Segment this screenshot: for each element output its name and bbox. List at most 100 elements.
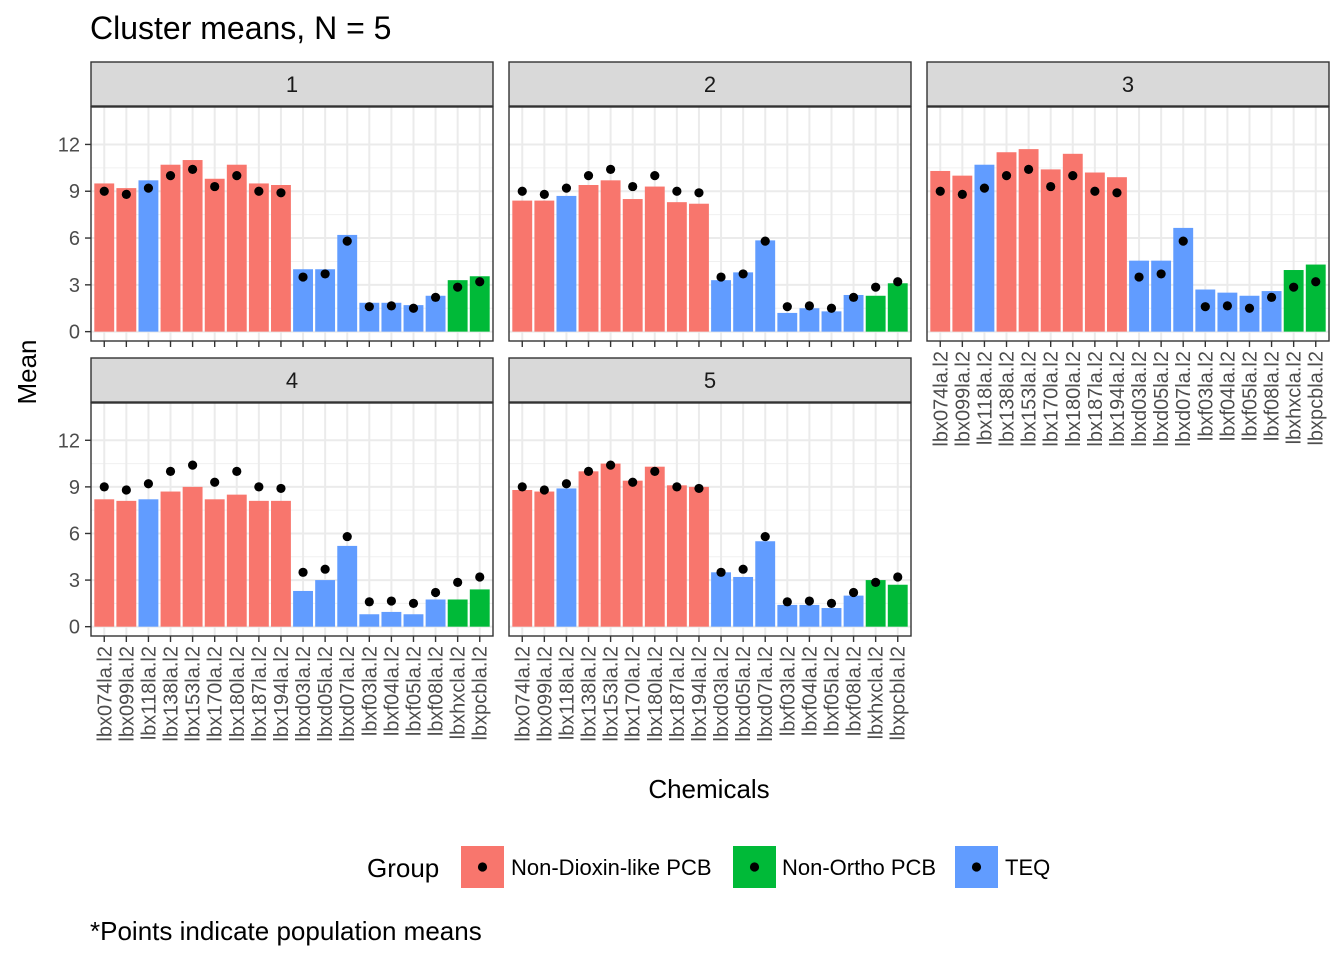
mean-point-lbxf04la.l2 xyxy=(386,301,396,311)
bar-lbx194la.l2 xyxy=(271,185,291,332)
facet-panel-5: 5 lbx074la.l2 lbx099la.l2 lbx118la.l2 lbx138… xyxy=(508,357,912,742)
x-tick-label: lbxhxcla.l2 xyxy=(448,646,470,739)
x-tick-label: lbxd05la.l2 xyxy=(315,646,337,742)
mean-point-lbx180la.l2 xyxy=(1068,171,1078,181)
mean-point-lbxf05la.l2 xyxy=(826,303,837,313)
x-tick-label: lbxpcbla.l2 xyxy=(888,646,910,741)
x-tick-label: lbxhxcla.l2 xyxy=(1284,351,1306,444)
x-tick-label: lbxd07la.l2 xyxy=(755,646,777,742)
x-tick-label: lbxd03la.l2 xyxy=(711,646,733,742)
bar-lbxd07la.l2 xyxy=(337,545,358,627)
bar-lbx099la.l2 xyxy=(116,188,137,332)
mean-point-lbx138la.l2 xyxy=(165,466,176,476)
mean-point-lbxd07la.l2 xyxy=(342,531,352,542)
bar-lbxf05la.l2 xyxy=(403,614,424,627)
bar-lbx194la.l2 xyxy=(689,203,709,332)
mean-point-lbx170la.l2 xyxy=(628,181,638,192)
bar-lbxd05la.l2 xyxy=(315,269,336,332)
bar-lbx118la.l2 xyxy=(556,488,577,627)
x-tick-label: lbx170la.l2 xyxy=(623,646,645,742)
mean-point-lbx194la.l2 xyxy=(276,188,286,198)
bar-lbxf05la.l2 xyxy=(403,305,424,332)
x-tick-label: lbxf08la.l2 xyxy=(844,646,866,736)
x-tick-label: lbxf04la.l2 xyxy=(1217,351,1239,441)
mean-point-lbxf03la.l2 xyxy=(782,302,792,312)
bar-lbxd07la.l2 xyxy=(755,541,776,627)
bar-lbxf03la.l2 xyxy=(359,302,380,332)
mean-point-lbxd07la.l2 xyxy=(342,236,352,246)
mean-point-lbx170la.l2 xyxy=(1046,181,1056,192)
bar-lbx153la.l2 xyxy=(1018,149,1039,332)
bar-lbx138la.l2 xyxy=(996,152,1017,332)
bar-lbxhxcla.l2 xyxy=(865,580,886,627)
x-tick-label: lbxd05la.l2 xyxy=(1151,351,1173,447)
mean-point-lbx118la.l2 xyxy=(561,479,572,489)
facet-strip xyxy=(90,357,494,403)
mean-point-lbx118la.l2 xyxy=(979,183,990,193)
mean-point-lbxpcbla.l2 xyxy=(893,572,903,582)
mean-point-lbxd03la.l2 xyxy=(298,567,308,577)
bar-lbxf04la.l2 xyxy=(381,302,402,332)
bar-lbx074la.l2 xyxy=(512,200,533,332)
x-tick-label: lbx187la.l2 xyxy=(249,646,271,742)
bar-lbx074la.l2 xyxy=(94,499,115,627)
bar-lbx194la.l2 xyxy=(689,486,709,627)
bar-lbx194la.l2 xyxy=(1107,177,1127,332)
bar-lbxf05la.l2 xyxy=(1239,295,1260,332)
bar-lbxd07la.l2 xyxy=(1173,227,1194,332)
mean-point-lbxf08la.l2 xyxy=(430,587,441,598)
panel-border xyxy=(90,106,494,342)
x-axis-label: Chemicals xyxy=(648,774,769,804)
y-tick-label: 3 xyxy=(69,570,80,592)
bar-lbxpcbla.l2 xyxy=(469,589,490,627)
bar-lbxf04la.l2 xyxy=(381,611,402,627)
mean-point-lbxf04la.l2 xyxy=(386,596,396,606)
y-tick-label: 6 xyxy=(69,228,80,250)
x-tick-label: lbxd07la.l2 xyxy=(337,646,359,742)
mean-point-lbxf05la.l2 xyxy=(408,598,419,608)
x-tick-label: lbx153la.l2 xyxy=(601,646,623,742)
bar-lbxpcbla.l2 xyxy=(469,276,490,332)
bar-lbx194la.l2 xyxy=(271,500,291,627)
mean-point-lbxd05la.l2 xyxy=(320,269,330,279)
bar-lbxf08la.l2 xyxy=(425,295,446,332)
mean-point-lbxd03la.l2 xyxy=(716,272,726,282)
x-tick-label: lbx074la.l2 xyxy=(94,646,116,742)
mean-point-lbxd07la.l2 xyxy=(760,236,770,246)
bar-lbx074la.l2 xyxy=(512,489,533,627)
panel-border xyxy=(926,106,1330,342)
mean-point-lbx138la.l2 xyxy=(165,171,176,181)
mean-point-lbx194la.l2 xyxy=(276,483,286,494)
bar-lbx153la.l2 xyxy=(600,463,621,627)
legend-key-point xyxy=(749,862,760,872)
facet-strip-label: 4 xyxy=(286,368,298,393)
bar-lbxf08la.l2 xyxy=(843,595,864,627)
mean-point-lbx153la.l2 xyxy=(188,164,198,174)
x-tick-label: lbx194la.l2 xyxy=(689,646,711,742)
bar-lbxd03la.l2 xyxy=(293,269,313,332)
facet-strip xyxy=(90,61,494,107)
facet-panel-2: 2 xyxy=(508,61,912,347)
x-tick-label: lbx099la.l2 xyxy=(952,351,974,447)
facet-panel-3: 3 lbx074la.l2 lbx099la.l2 lbx118la.l2 lbx138… xyxy=(926,61,1330,447)
bar-lbx180la.l2 xyxy=(226,494,247,627)
x-tick-label: lbxf05la.l2 xyxy=(1239,351,1261,441)
x-tick-label: lbx118la.l2 xyxy=(138,646,160,740)
bar-lbx153la.l2 xyxy=(182,486,203,627)
mean-point-lbx074la.l2 xyxy=(99,186,109,196)
mean-point-lbx187la.l2 xyxy=(672,186,682,196)
facet-strip xyxy=(508,61,912,107)
bar-lbx118la.l2 xyxy=(974,164,995,332)
bar-lbxd05la.l2 xyxy=(315,580,336,627)
mean-point-lbxd03la.l2 xyxy=(298,272,308,282)
facet-panel-1: 1 0 3 6 9 12 xyxy=(58,61,494,347)
x-tick-label: lbxf03la.l2 xyxy=(359,646,381,736)
mean-point-lbxpcbla.l2 xyxy=(893,277,903,287)
bar-lbx180la.l2 xyxy=(1062,153,1083,332)
x-tick-label: lbxpcbla.l2 xyxy=(1306,351,1328,446)
mean-point-lbxhxcla.l2 xyxy=(453,282,463,292)
y-tick-label: 6 xyxy=(69,523,80,545)
x-tick-label: lbx194la.l2 xyxy=(271,646,293,742)
x-tick-label: lbx180la.l2 xyxy=(1063,351,1085,447)
bar-lbx153la.l2 xyxy=(600,180,621,332)
